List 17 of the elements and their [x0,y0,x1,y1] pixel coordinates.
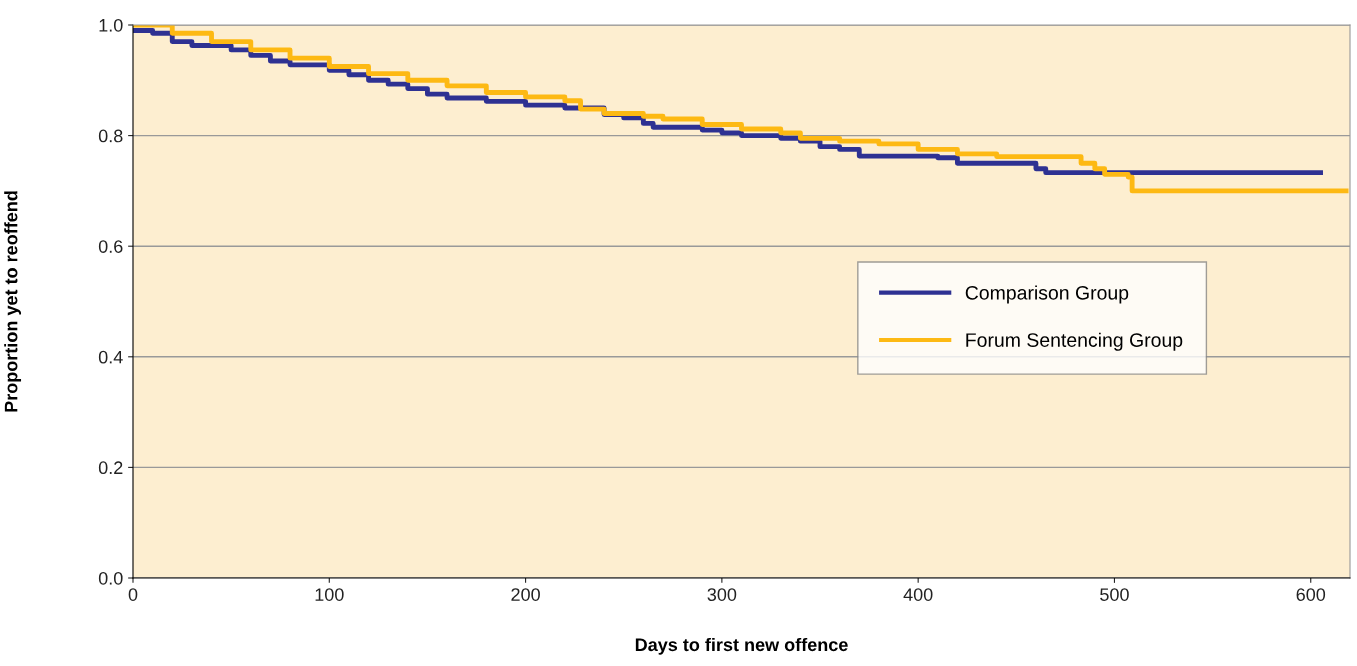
x-tick-label: 400 [903,588,933,601]
x-axis-title: Days to first new offence [635,637,848,655]
y-tick-label: 0.6 [98,240,123,253]
y-tick-label: 0.4 [98,350,123,364]
x-tick-label: 200 [511,588,540,601]
x-tick-label: 0 [128,588,138,601]
y-tick-label: 0.8 [98,129,123,143]
y-tick-label: 0.2 [98,461,123,475]
x-tick-label: 300 [707,588,737,601]
y-axis-title: Proportion yet to reoffend [4,191,22,412]
legend-label: Forum Sentencing Group [966,332,1183,351]
y-tick-label: 0.0 [98,571,123,585]
x-tick-label: 100 [315,588,344,601]
legend-label: Comparison Group [965,285,1129,304]
y-tick-label: 1.0 [99,18,123,32]
x-tick-label: 600 [1296,588,1326,601]
x-tick-label: 500 [1100,588,1129,601]
